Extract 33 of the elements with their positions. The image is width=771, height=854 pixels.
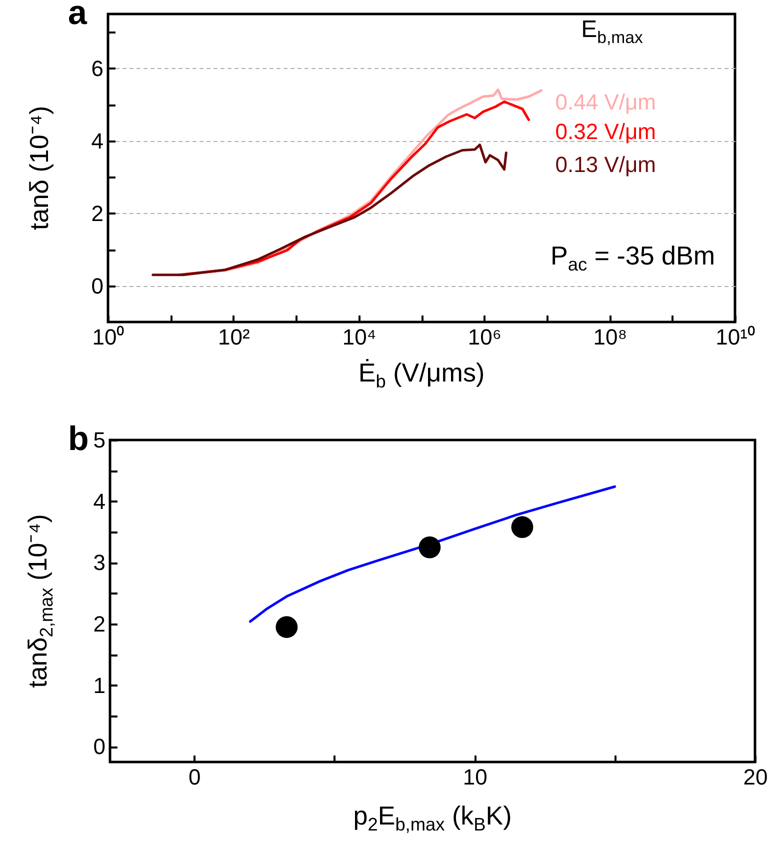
series-label: 0.32 V/μm xyxy=(555,118,656,144)
x-tick-label: 10⁴ xyxy=(342,324,376,350)
x-tick-label: 10⁶ xyxy=(468,324,502,350)
annotation: P$_{ac}$ = -35 dBm xyxy=(550,240,715,276)
x-tick-label: 10⁰ xyxy=(92,324,125,350)
text: 0.13 V/μm xyxy=(555,152,656,177)
y-tick-label: 2 xyxy=(91,200,104,226)
y-tick-label: 2 xyxy=(93,612,106,636)
y-tick-label: 0 xyxy=(93,734,106,760)
y-tick-label: 3 xyxy=(93,550,106,576)
point xyxy=(511,516,534,538)
x-tick-label: 20 xyxy=(743,764,768,790)
y-tick-label: 0 xyxy=(91,273,104,298)
series-label: 0.44 V/μm xyxy=(555,89,656,114)
y-tick-label: 1 xyxy=(93,672,106,698)
point xyxy=(276,616,298,638)
x-axis-title: Ė$_{b}$ (V/μms) xyxy=(358,357,485,393)
x-tick-label: 10¹⁰ xyxy=(716,324,756,350)
x-tick-label: 10⁸ xyxy=(593,324,627,350)
x-tick-label: 10² xyxy=(218,324,250,350)
x-tick-label: 10 xyxy=(462,764,488,790)
y-tick-label: 6 xyxy=(91,56,104,81)
y-tick-label: 4 xyxy=(91,128,104,154)
line-series xyxy=(248,485,616,623)
y-axis-title: tanδ (10⁻⁴) xyxy=(23,106,55,230)
legend-title: E$_{b,max}$ xyxy=(581,16,643,48)
y-tick-label: 5 xyxy=(93,428,106,452)
chart-title: b xyxy=(68,420,89,459)
x-tick-label: 0 xyxy=(188,764,201,790)
point xyxy=(418,536,441,558)
x-axis-title: p$_{2}$E$_{b,max}$ (k$_{B}$K) xyxy=(353,800,512,836)
chart-title: a xyxy=(68,0,87,33)
y-tick-label: 4 xyxy=(93,488,106,514)
